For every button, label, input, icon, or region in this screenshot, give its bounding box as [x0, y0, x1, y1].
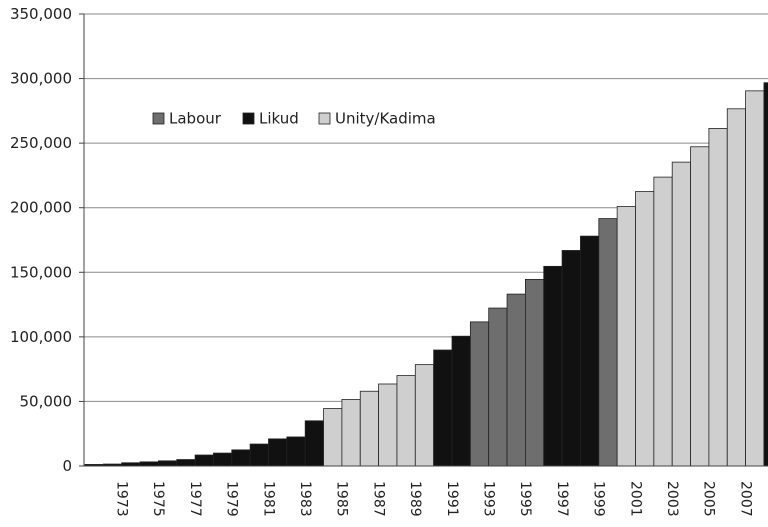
bar-2002 — [635, 191, 655, 467]
x-tick-label: 1973 — [114, 481, 130, 517]
bar-2008 — [745, 90, 765, 467]
bar-2003 — [653, 176, 673, 467]
x-tick-label: 1981 — [260, 481, 276, 517]
bars — [84, 82, 768, 467]
x-tick-label: 1991 — [444, 481, 460, 517]
bar-1980 — [231, 449, 251, 467]
x-tick-label: 2003 — [664, 481, 680, 517]
y-tick-label: 0 — [62, 457, 72, 475]
bar-1975 — [139, 461, 159, 467]
bar-1996 — [525, 278, 545, 467]
bar-1976 — [157, 460, 178, 467]
x-tick-label: 1999 — [591, 481, 607, 517]
x-tick-label: 1977 — [187, 481, 203, 517]
y-tick-label: 350,000 — [10, 5, 72, 23]
bar-1989 — [396, 375, 416, 467]
x-tick-label: 1985 — [334, 481, 350, 517]
bar-1982 — [268, 438, 288, 467]
bar-1993 — [469, 321, 490, 467]
bar-1983 — [286, 436, 306, 467]
bar-1991 — [433, 349, 453, 467]
bar-1992 — [451, 335, 471, 467]
bar-2004 — [671, 161, 691, 467]
bar-2006 — [708, 128, 728, 467]
x-tick-label: 1975 — [150, 481, 166, 517]
bar-1985 — [323, 408, 343, 467]
x-tick-label: 2005 — [701, 481, 717, 517]
x-tick-label: 1983 — [297, 481, 313, 517]
gridlines — [84, 13, 768, 402]
x-tick-label: 1995 — [517, 481, 533, 517]
bar-1990 — [414, 364, 435, 467]
bar-2000 — [598, 218, 618, 467]
bar-1984 — [304, 420, 324, 467]
x-tick-label: 1993 — [481, 481, 497, 517]
bar-1997 — [543, 265, 563, 467]
y-tick-label: 100,000 — [10, 328, 72, 346]
bar-1977 — [176, 459, 196, 467]
bar-1987 — [359, 390, 380, 467]
legend: Labour Likud Unity/Kadima — [152, 110, 436, 128]
bar-1994 — [488, 307, 508, 467]
y-tick-label: 300,000 — [10, 70, 72, 88]
x-tick-label: 1989 — [407, 481, 423, 517]
y-tick-label: 250,000 — [10, 134, 72, 152]
bar-1978 — [194, 454, 214, 467]
y-tick-label: 50,000 — [20, 392, 73, 410]
bar-1998 — [561, 250, 581, 467]
legend-swatch-likud — [242, 112, 255, 125]
bar-1988 — [378, 383, 398, 467]
bar-2007 — [726, 108, 747, 467]
x-tick-label: 2001 — [627, 481, 643, 517]
x-tick-label: 1997 — [554, 481, 570, 517]
bar-1995 — [506, 293, 526, 467]
legend-swatch-unity-kadima — [318, 112, 331, 125]
bar-1986 — [341, 399, 361, 467]
legend-label: Unity/Kadima — [335, 110, 436, 128]
legend-label: Likud — [259, 110, 299, 128]
bar-2005 — [690, 146, 710, 467]
bar-2001 — [616, 206, 636, 467]
legend-label: Labour — [169, 110, 222, 128]
bar-2009 — [763, 82, 768, 467]
bar-1981 — [249, 443, 269, 467]
x-axis-ticks: 1973 1975 1977 1979 1981 1983 1985 1987 1989 1991… — [114, 481, 754, 517]
bar-1979 — [213, 452, 233, 467]
legend-swatch-labour — [152, 112, 165, 125]
bar-1999 — [580, 235, 600, 467]
x-tick-label: 1987 — [370, 481, 386, 517]
x-tick-label: 2007 — [737, 481, 753, 517]
y-tick-label: 200,000 — [10, 199, 72, 217]
x-tick-label: 1979 — [224, 481, 240, 517]
y-tick-label: 150,000 — [10, 263, 72, 281]
y-axis-ticks: 0 50,000 100,000 150,000 200,000 250,000 300,0… — [10, 5, 84, 475]
